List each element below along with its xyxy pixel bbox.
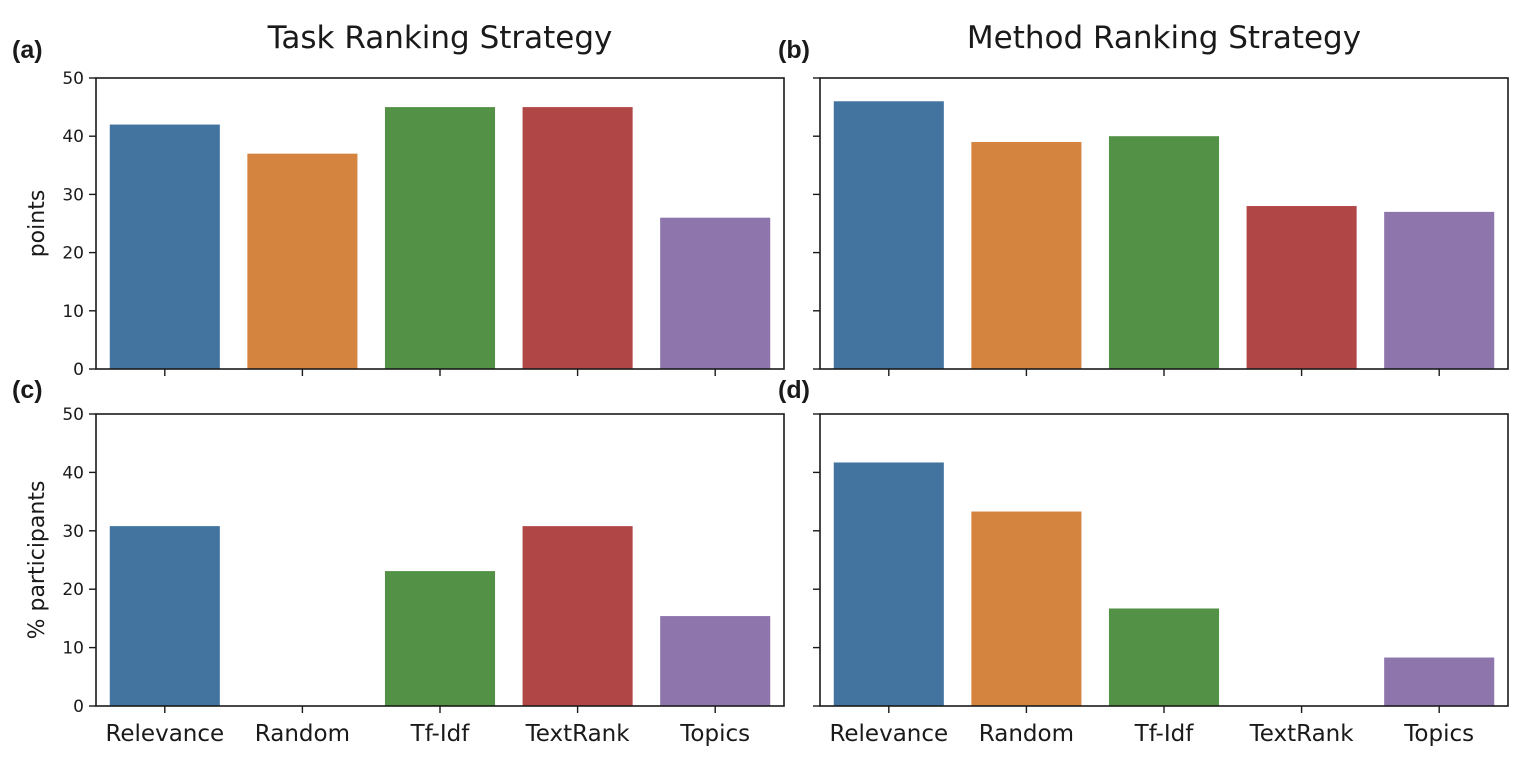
bar-a-tf-idf — [384, 107, 496, 369]
bar-c-relevance — [109, 526, 220, 706]
y-tick-label: 20 — [62, 580, 84, 600]
y-tick-label: 40 — [62, 127, 84, 147]
x-tick-label: Random — [979, 721, 1074, 747]
x-tick-label: Relevance — [105, 721, 224, 747]
bar-b-textrank — [1246, 206, 1357, 369]
chart-title-a: Task Ranking Strategy — [267, 20, 613, 56]
panel-c: 0 10 20 30 40 50 Relevance Random Tf-Idf TextRank… — [12, 376, 785, 747]
bar-a-relevance — [109, 124, 220, 369]
y-tick-label: 10 — [62, 639, 84, 659]
bar-b-relevance — [833, 101, 944, 369]
panel-b: Method Ranking Strategy (b) — [778, 20, 1509, 376]
y-axis-label-c: % participants — [25, 481, 50, 640]
x-tick-label: TextRank — [525, 721, 631, 747]
x-tick-label: Relevance — [829, 721, 948, 747]
bar-c-tf-idf — [384, 571, 496, 706]
panel-label-c: (c) — [12, 376, 43, 404]
bar-c-topics — [660, 616, 771, 706]
y-tick-label: 0 — [73, 697, 84, 717]
bar-d-relevance — [833, 462, 944, 706]
y-axis-label-a: points — [25, 190, 50, 258]
y-tick-label: 50 — [62, 69, 84, 89]
bar-d-topics — [1384, 657, 1495, 706]
bar-b-tf-idf — [1108, 136, 1220, 369]
panel-label-d: (d) — [778, 376, 810, 404]
y-tick-label: 40 — [62, 463, 84, 483]
x-tick-label: Random — [255, 721, 350, 747]
bar-b-topics — [1384, 211, 1495, 369]
y-tick-label: 30 — [62, 185, 84, 205]
x-tick-label: Tf-Idf — [410, 721, 471, 747]
y-tick-label: 30 — [62, 522, 84, 542]
panel-a: 0 10 20 30 40 50 Task Ranking Strategy points (a… — [12, 20, 785, 380]
x-tick-label: Tf-Idf — [1134, 721, 1195, 747]
bar-d-random — [971, 511, 1082, 706]
panel-label-b: (b) — [778, 36, 810, 64]
bar-d-tf-idf — [1108, 608, 1220, 706]
y-tick-label: 50 — [62, 405, 84, 425]
x-tick-label: TextRank — [1249, 721, 1355, 747]
y-tick-label: 10 — [62, 302, 84, 322]
bar-a-textrank — [522, 107, 633, 369]
y-tick-label: 0 — [73, 360, 84, 380]
chart-title-b: Method Ranking Strategy — [967, 20, 1361, 56]
bar-a-random — [247, 153, 358, 369]
bar-c-textrank — [522, 526, 633, 706]
bar-b-random — [971, 142, 1082, 369]
bar-a-topics — [660, 217, 771, 369]
panel-label-a: (a) — [12, 36, 43, 64]
x-tick-label: Topics — [679, 721, 750, 747]
x-tick-label: Topics — [1403, 721, 1474, 747]
y-tick-label: 20 — [62, 244, 84, 264]
panel-d: Relevance Random Tf-Idf TextRank Topics (d) — [778, 376, 1509, 747]
